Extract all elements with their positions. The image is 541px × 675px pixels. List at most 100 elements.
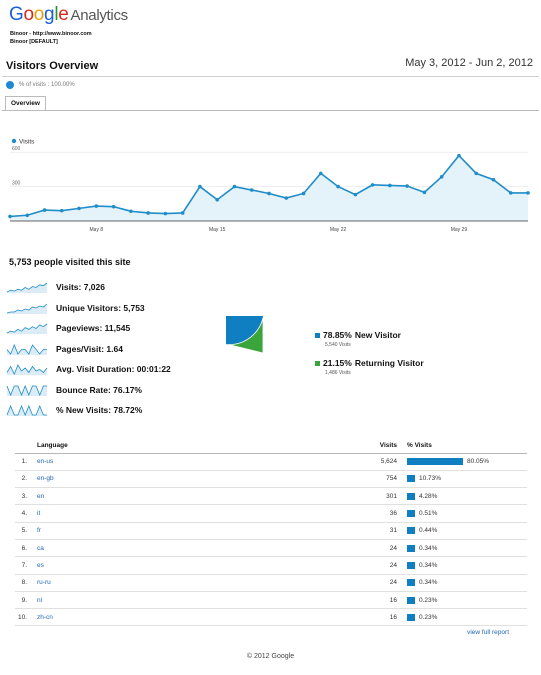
chart-point[interactable] — [319, 171, 323, 176]
chart-point[interactable] — [267, 191, 271, 196]
language-link[interactable]: it — [37, 510, 41, 518]
pct-label: 4.28% — [419, 492, 438, 500]
table-row: 1. en-us 5,624 80.05% — [15, 453, 527, 471]
table-row: 9. nl 16 0.23% — [15, 591, 527, 610]
language-link[interactable]: es — [37, 561, 44, 569]
row-language: es — [37, 556, 347, 575]
legend-returning-visits: 1,486 Visits — [325, 370, 351, 376]
chart-point[interactable] — [77, 206, 81, 211]
metric-row: Visits: 7,026 — [6, 279, 105, 295]
row-language: it — [37, 504, 347, 523]
chart-x-tick-label: May 22 — [330, 227, 347, 233]
pct-label: 0.34% — [419, 544, 438, 552]
chart-point[interactable] — [163, 211, 168, 216]
chart-point[interactable] — [474, 171, 479, 176]
language-link[interactable]: zh-cn — [37, 613, 53, 621]
language-link[interactable]: nl — [37, 596, 43, 604]
chart-point[interactable] — [388, 183, 392, 188]
language-link[interactable]: fr — [37, 527, 41, 535]
chart-point[interactable] — [422, 190, 427, 195]
chart-point[interactable] — [301, 191, 306, 196]
row-pct: 0.51% — [407, 504, 527, 523]
row-rank: 7. — [15, 556, 37, 575]
metric-label: Avg. Visit Duration: 00:01:22 — [56, 364, 171, 374]
chart-point[interactable] — [353, 192, 358, 197]
metric-sparkline — [6, 384, 47, 396]
chart-point[interactable] — [111, 204, 116, 209]
row-pct: 80.05% — [407, 453, 527, 471]
sparkline-fill — [7, 303, 47, 314]
row-rank: 9. — [15, 591, 37, 610]
metric-label: Bounce Rate: 76.17% — [56, 384, 142, 395]
chart-point[interactable] — [180, 211, 185, 215]
metric-sparkline — [6, 343, 47, 355]
footer-copyright: © 2012 Google — [246, 653, 295, 660]
chart-point[interactable] — [42, 208, 47, 212]
table-row: 7. es 24 0.34% — [15, 556, 527, 575]
chart-point[interactable] — [526, 191, 530, 195]
legend-returning-visitor: 21.15% Returning Visitor 1,486 Visits — [315, 358, 424, 376]
row-visits: 16 — [347, 608, 407, 627]
chart-point[interactable] — [457, 153, 461, 158]
chart-point[interactable] — [491, 177, 496, 182]
language-link[interactable]: en-us — [37, 458, 54, 466]
legend-new-visitor: 78.85% New Visitor 5,540 Visits — [315, 330, 401, 348]
chart-point[interactable] — [215, 197, 219, 202]
chart-point[interactable] — [508, 191, 513, 195]
view-full-report-link[interactable]: view full report — [467, 629, 509, 636]
metric-label: % New Visits: 78.72% — [56, 405, 143, 415]
metric-label: Unique Visitors: 5,753 — [56, 302, 145, 313]
chart-point[interactable] — [336, 184, 340, 189]
date-range: May 3, 2012 - Jun 2, 2012 — [405, 57, 533, 69]
row-rank: 8. — [15, 574, 37, 592]
row-rank: 5. — [15, 522, 37, 540]
pct-bar — [407, 544, 415, 552]
pct-bar — [407, 527, 415, 535]
chart-point[interactable] — [8, 214, 12, 219]
pct-bar — [407, 579, 415, 587]
pct-bar — [407, 510, 415, 518]
chart-y-tick-label: 600 — [12, 146, 21, 152]
visitor-type-pie — [226, 316, 264, 354]
row-visits: 24 — [347, 574, 407, 592]
row-pct: 0.34% — [407, 556, 527, 575]
pct-bar — [407, 596, 415, 604]
table-row: 8. ru-ru 24 0.34% — [15, 574, 527, 592]
chart-point[interactable] — [60, 208, 64, 213]
chart-x-tick-label: May 15 — [209, 227, 226, 233]
language-link[interactable]: en — [37, 492, 45, 500]
row-pct: 4.28% — [407, 487, 527, 506]
chart-point[interactable] — [249, 188, 254, 192]
chart-point[interactable] — [405, 184, 409, 188]
header-visits: Visits — [347, 439, 407, 454]
segment-indicator: % of visits : 100.00% — [6, 81, 75, 89]
pct-label: 0.34% — [419, 579, 438, 587]
chart-point[interactable] — [94, 204, 99, 208]
chart-point[interactable] — [232, 184, 237, 189]
google-analytics-logo: Google Analytics — [9, 4, 129, 25]
legend-swatch-returning — [315, 360, 320, 366]
row-language: nl — [37, 591, 347, 610]
chart-point[interactable] — [129, 209, 133, 214]
row-language: en — [37, 487, 347, 506]
chart-point[interactable] — [439, 175, 444, 179]
table-row: 10. zh-cn 16 0.23% — [15, 608, 527, 627]
chart-point[interactable] — [146, 211, 150, 215]
row-language: fr — [37, 522, 347, 540]
pct-label: 0.44% — [419, 527, 438, 535]
tab-overview[interactable]: Overview — [5, 96, 46, 111]
sparkline-fill — [7, 344, 47, 355]
language-link[interactable]: en-gb — [37, 475, 54, 483]
language-link[interactable]: ru-ru — [37, 579, 51, 587]
metric-label: Pageviews: 11,545 — [56, 323, 131, 333]
language-link[interactable]: ca — [37, 544, 44, 552]
chart-point[interactable] — [370, 183, 375, 187]
pie-slice[interactable] — [228, 317, 264, 354]
chart-point[interactable] — [25, 213, 30, 218]
row-visits: 24 — [347, 539, 407, 558]
chart-point[interactable] — [198, 184, 202, 189]
divider — [2, 76, 539, 77]
logo-analytics-text: Analytics — [70, 7, 129, 24]
chart-point[interactable] — [284, 196, 289, 200]
